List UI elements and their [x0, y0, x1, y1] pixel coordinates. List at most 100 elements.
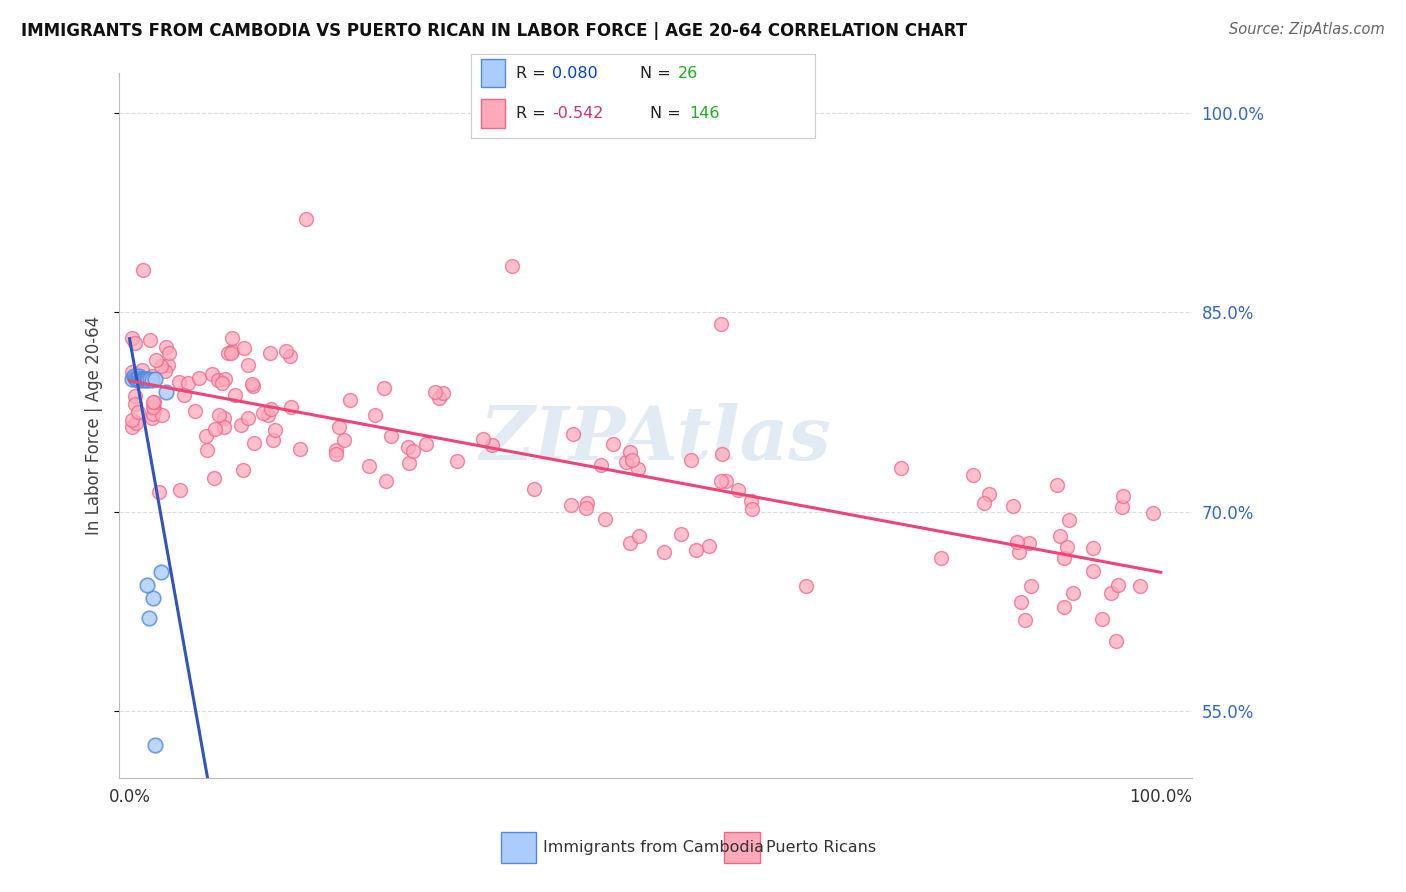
Point [211, 376, 233, 390]
Point [1107, 578, 1129, 592]
Point [145, 372, 167, 386]
Point [652, 545, 675, 559]
Point [256, 409, 278, 423]
Point [398, 456, 420, 470]
Point [576, 496, 599, 510]
Point [1129, 579, 1152, 593]
Point [136, 373, 159, 387]
Point [125, 372, 148, 386]
Point [973, 496, 995, 510]
Point [135, 373, 157, 387]
FancyBboxPatch shape [481, 59, 506, 87]
Point [710, 317, 733, 331]
Point [155, 385, 177, 400]
Point [139, 372, 162, 386]
Point [217, 346, 239, 360]
Point [262, 433, 284, 447]
Point [591, 458, 613, 472]
Point [128, 372, 150, 386]
Point [1014, 613, 1036, 627]
Text: ZIPAtlas: ZIPAtlas [479, 403, 831, 475]
Point [136, 372, 159, 386]
Point [710, 447, 733, 461]
Point [188, 371, 211, 385]
Point [142, 400, 165, 414]
Point [155, 340, 177, 354]
Point [242, 378, 264, 392]
Point [142, 395, 165, 409]
Text: Immigrants from Cambodia: Immigrants from Cambodia [543, 840, 763, 855]
Point [200, 367, 222, 381]
Point [523, 482, 546, 496]
Point [132, 263, 155, 277]
Point [236, 410, 259, 425]
Point [195, 429, 218, 443]
Point [207, 373, 229, 387]
Text: Source: ZipAtlas.com: Source: ZipAtlas.com [1229, 22, 1385, 37]
Point [627, 461, 650, 475]
Point [1049, 529, 1071, 543]
Point [208, 408, 231, 422]
Text: 26: 26 [678, 65, 697, 80]
Point [125, 417, 148, 431]
Point [1099, 586, 1122, 600]
Point [339, 393, 361, 408]
Point [679, 453, 702, 467]
Point [139, 333, 162, 347]
Point [432, 386, 454, 401]
Point [195, 443, 218, 458]
Point [402, 444, 425, 458]
Point [501, 259, 523, 273]
Point [380, 428, 402, 442]
Point [124, 370, 146, 384]
Point [121, 419, 143, 434]
Text: N =: N = [650, 106, 686, 121]
Point [169, 375, 191, 389]
Point [328, 420, 350, 434]
Point [1008, 544, 1031, 558]
Point [212, 411, 235, 425]
Point [260, 402, 283, 417]
Point [619, 445, 641, 459]
Point [127, 405, 149, 419]
Point [141, 368, 163, 383]
Point [423, 384, 446, 399]
Point [1105, 633, 1128, 648]
Point [560, 498, 582, 512]
Point [1057, 513, 1080, 527]
Point [221, 343, 243, 358]
Point [325, 447, 347, 461]
Point [1046, 477, 1069, 491]
Point [173, 388, 195, 402]
Point [325, 443, 347, 458]
Point [1083, 541, 1105, 555]
Point [593, 511, 616, 525]
Point [202, 471, 225, 485]
Point [429, 391, 451, 405]
Point [697, 539, 720, 553]
Point [562, 427, 585, 442]
Point [929, 551, 952, 566]
Point [263, 423, 285, 437]
Point [150, 408, 173, 422]
Point [141, 373, 163, 387]
Point [149, 565, 172, 579]
Point [204, 422, 226, 436]
Point [127, 372, 149, 386]
Text: Puerto Ricans: Puerto Ricans [766, 840, 876, 855]
Point [1111, 500, 1133, 515]
Point [741, 502, 763, 516]
Point [132, 373, 155, 387]
Point [121, 331, 143, 345]
Point [129, 370, 152, 384]
Point [134, 372, 156, 386]
Point [124, 397, 146, 411]
Point [710, 474, 733, 488]
Point [233, 341, 256, 355]
Point [890, 461, 912, 475]
Point [136, 578, 159, 592]
Text: 0.080: 0.080 [553, 65, 598, 80]
Point [575, 501, 598, 516]
Point [364, 408, 387, 422]
Point [794, 579, 817, 593]
